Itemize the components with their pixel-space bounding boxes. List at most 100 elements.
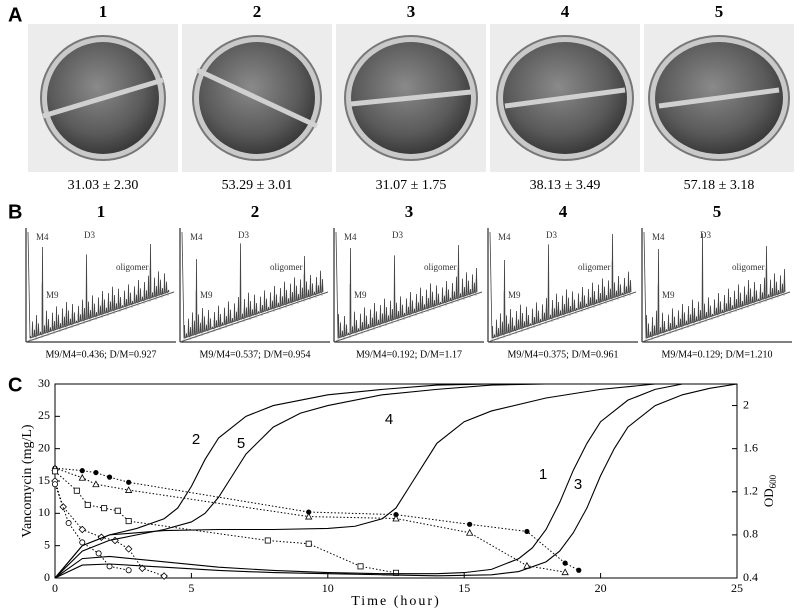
peak-label: M9 — [508, 290, 521, 300]
concentration-curve — [54, 480, 165, 577]
curve-label: 1 — [539, 466, 547, 483]
marker — [78, 525, 87, 534]
peak-label: oligomer — [116, 262, 149, 272]
chromatogram-number: 3 — [405, 202, 414, 221]
y2-tick-label: 0.8 — [743, 527, 758, 541]
peak-label: M9 — [200, 290, 213, 300]
cell-number: 1 — [99, 2, 108, 21]
y-tick-label: 10 — [38, 505, 50, 519]
y-tick-label: 25 — [38, 408, 50, 422]
peak-label: D3 — [546, 230, 557, 240]
y-tick-label: 15 — [38, 473, 50, 487]
chromatogram-number: 4 — [559, 202, 568, 221]
panel-letter: C — [8, 374, 22, 396]
x-tick-label: 20 — [595, 581, 607, 595]
peak-label: M4 — [344, 232, 357, 242]
marker — [126, 479, 132, 485]
marker — [357, 563, 364, 570]
peak-ratio: M9/M4=0.129; D/M=1.210 — [661, 349, 772, 360]
curve-label: 5 — [237, 435, 245, 452]
peak-label: M4 — [190, 232, 203, 242]
marker — [561, 568, 569, 576]
cell-wall-thickness: 31.07 ± 1.75 — [376, 178, 447, 193]
peak-label: D3 — [700, 230, 711, 240]
marker — [264, 537, 271, 544]
marker — [65, 520, 72, 527]
marker — [138, 564, 147, 573]
y-axis-label: Vancomycin (mg/L) — [20, 424, 35, 537]
baseline — [179, 291, 329, 343]
marker — [467, 521, 473, 527]
peak-label: D3 — [84, 230, 95, 240]
cell-number: 5 — [715, 2, 724, 21]
chromatogram-trace — [643, 231, 786, 339]
marker — [305, 540, 312, 547]
peak-label: D3 — [238, 230, 249, 240]
marker — [73, 487, 80, 494]
y2-axis-label: OD600 — [761, 474, 778, 507]
baseline — [487, 291, 637, 343]
peak-label: oligomer — [578, 262, 611, 272]
chromatogram-trace — [489, 231, 632, 339]
growth-curve — [54, 383, 738, 579]
panel-letter: A — [8, 4, 22, 26]
peak-label: oligomer — [732, 262, 765, 272]
marker — [306, 509, 312, 515]
chromatogram-number: 5 — [713, 202, 722, 221]
curve-label: 2 — [192, 431, 200, 448]
cell-wall-thickness: 53.29 ± 3.01 — [222, 178, 293, 193]
cell-number: 2 — [253, 2, 262, 21]
chromatogram-trace — [181, 231, 324, 339]
peak-label: M9 — [662, 290, 675, 300]
marker — [93, 469, 99, 476]
peak-label: oligomer — [424, 262, 457, 272]
marker — [79, 468, 85, 474]
baseline — [25, 291, 175, 343]
peak-label: D3 — [392, 230, 403, 240]
y2-tick-label: 2 — [743, 397, 749, 411]
x-tick-label: 10 — [322, 581, 334, 595]
y2-axis-label-main: OD — [761, 488, 776, 507]
x-tick-label: 0 — [52, 581, 58, 595]
peak-ratio: M9/M4=0.375; D/M=0.961 — [507, 349, 618, 360]
septum — [42, 77, 164, 119]
marker — [562, 560, 568, 566]
peak-ratio: M9/M4=0.436; D/M=0.927 — [45, 349, 156, 360]
cell-wall-thickness: 38.13 ± 3.49 — [530, 178, 601, 193]
cell-wall-thickness: 57.18 ± 3.18 — [684, 178, 755, 193]
chromatogram-number: 1 — [97, 202, 106, 221]
marker — [524, 528, 530, 535]
marker — [92, 480, 100, 488]
peak-label: M9 — [46, 290, 59, 300]
growth-curve — [54, 383, 547, 579]
peak-ratio: M9/M4=0.537; D/M=0.954 — [199, 349, 310, 360]
marker — [79, 539, 86, 546]
concentration-curve — [54, 467, 580, 571]
x-tick-label: 15 — [458, 581, 470, 595]
concentration-curve — [54, 470, 397, 574]
cell-wall-thickness: 31.03 ± 2.30 — [68, 178, 139, 193]
marker — [101, 505, 108, 512]
peak-label: M4 — [498, 232, 511, 242]
x-tick-label: 25 — [731, 581, 743, 595]
marker — [576, 567, 582, 573]
marker — [52, 481, 59, 488]
cell-number: 4 — [561, 2, 570, 21]
baseline — [333, 291, 483, 343]
y-tick-label: 5 — [44, 537, 50, 551]
marker — [124, 545, 133, 553]
curve-label: 4 — [385, 411, 393, 428]
growth-curve — [54, 383, 492, 579]
y-tick-label: 20 — [38, 440, 50, 454]
marker — [160, 572, 168, 580]
x-axis-label: Time (hour) — [351, 594, 441, 609]
marker — [392, 514, 400, 522]
septum — [658, 87, 780, 109]
growth-curve — [54, 383, 656, 579]
y2-axis-label-sub: 600 — [768, 474, 778, 488]
peak-label: M9 — [354, 290, 367, 300]
panel-letter: B — [8, 201, 22, 223]
marker — [465, 528, 474, 536]
marker — [124, 486, 133, 493]
